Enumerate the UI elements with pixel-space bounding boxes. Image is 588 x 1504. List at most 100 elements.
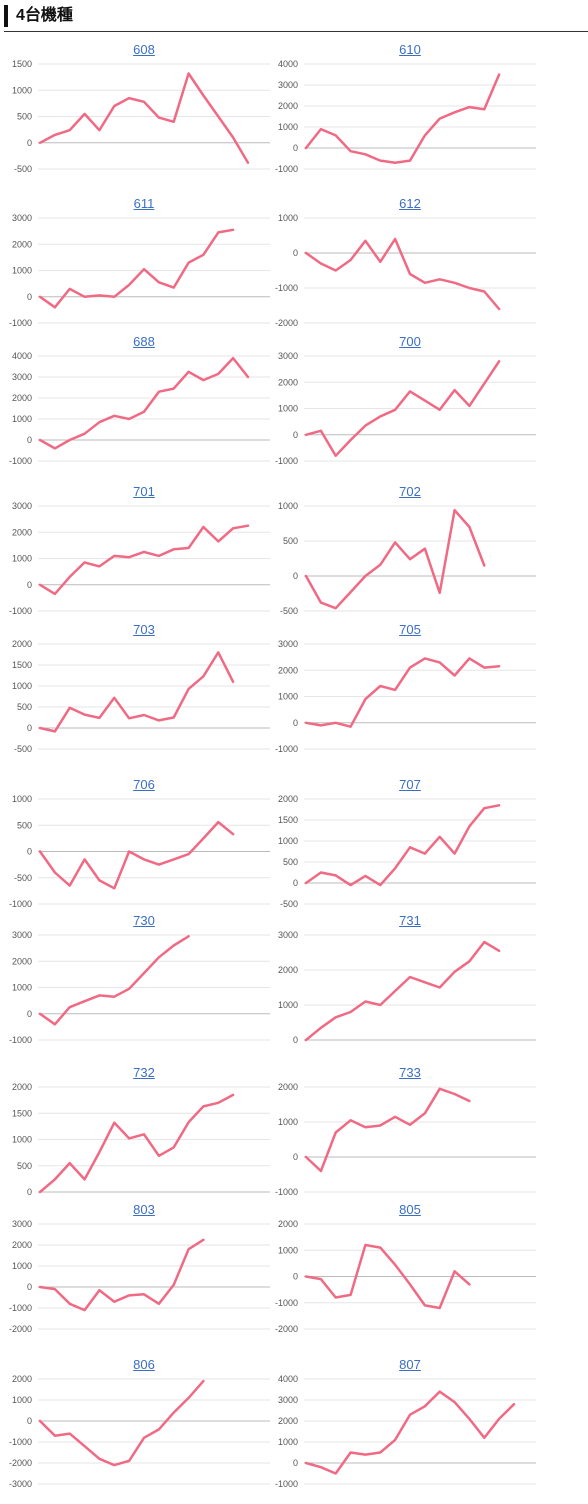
- chart-svg: -500 0 500 1000 1500 2000: [12, 639, 270, 754]
- chart-706: -1000 -500 0 500 1000 706: [4, 777, 284, 912]
- chart-612: -2000 -1000 0 1000 612: [270, 196, 550, 331]
- series-line: [38, 820, 235, 890]
- y-tick-label: 0: [293, 143, 298, 153]
- y-tick-label: 2000: [278, 1416, 298, 1426]
- y-tick-label: 500: [17, 1161, 32, 1171]
- y-tick-label: 1000: [12, 266, 32, 276]
- chart-svg: -1000 0 1000 2000 3000 4000: [275, 1374, 536, 1489]
- y-tick-label: -1000: [275, 744, 298, 754]
- header-accent-bar: [4, 5, 8, 27]
- chart-807: -1000 0 1000 2000 3000 4000 807: [270, 1357, 550, 1492]
- chart-806: -3000 -2000 -1000 0 1000 2000 806: [4, 1357, 284, 1492]
- y-tick-label: 2000: [278, 1219, 298, 1229]
- y-tick-label: 0: [293, 1035, 298, 1045]
- y-tick-label: 1000: [278, 692, 298, 702]
- y-tick-label: 2000: [12, 527, 32, 537]
- y-tick-label: 2000: [12, 956, 32, 966]
- chart-svg: -2000 -1000 0 1000: [275, 213, 536, 328]
- y-tick-label: 0: [293, 878, 298, 888]
- chart-svg: -1000 0 1000 2000 3000: [275, 351, 536, 466]
- chart-title-link[interactable]: 803: [133, 1202, 155, 1217]
- y-tick-label: 0: [293, 1272, 298, 1282]
- y-tick-label: 500: [283, 857, 298, 867]
- chart-803: -2000 -1000 0 1000 2000 3000 803: [4, 1202, 284, 1337]
- y-tick-label: 1000: [12, 794, 32, 804]
- series-line: [304, 940, 501, 1042]
- series-line: [38, 651, 235, 733]
- y-tick-label: 3000: [12, 501, 32, 511]
- y-tick-label: 2000: [278, 965, 298, 975]
- y-tick-label: 1000: [278, 404, 298, 414]
- chart-title-link[interactable]: 805: [399, 1202, 421, 1217]
- y-tick-label: 1500: [12, 59, 32, 69]
- y-tick-label: -2000: [9, 1458, 32, 1468]
- chart-title-link[interactable]: 733: [399, 1065, 421, 1080]
- chart-610: -1000 0 1000 2000 3000 4000 610: [270, 42, 550, 177]
- y-tick-label: 0: [293, 1458, 298, 1468]
- y-tick-label: -500: [14, 873, 32, 883]
- chart-703: -500 0 500 1000 1500 2000 703: [4, 622, 284, 757]
- y-tick-label: 1000: [278, 836, 298, 846]
- chart-title-link[interactable]: 688: [133, 334, 155, 349]
- y-tick-label: -1000: [9, 318, 32, 328]
- y-tick-label: 500: [283, 536, 298, 546]
- chart-title-link[interactable]: 702: [399, 484, 421, 499]
- chart-702: -500 0 500 1000 702: [270, 484, 550, 619]
- chart-svg: -500 0 500 1000 1500: [12, 59, 270, 174]
- y-tick-label: 2000: [12, 1240, 32, 1250]
- y-tick-label: -2000: [275, 318, 298, 328]
- y-tick-label: -1000: [275, 456, 298, 466]
- series-line: [38, 1093, 235, 1194]
- y-tick-label: -500: [280, 606, 298, 616]
- chart-700: -1000 0 1000 2000 3000 700: [270, 334, 550, 469]
- chart-805: -2000 -1000 0 1000 2000 805: [270, 1202, 550, 1337]
- chart-701: -1000 0 1000 2000 3000 701: [4, 484, 284, 619]
- y-tick-label: 0: [27, 1282, 32, 1292]
- chart-title-link[interactable]: 731: [399, 913, 421, 928]
- chart-title-link[interactable]: 806: [133, 1357, 155, 1372]
- chart-732: 0 500 1000 1500 2000 732: [4, 1065, 284, 1200]
- y-tick-label: 3000: [278, 80, 298, 90]
- y-tick-label: 3000: [12, 372, 32, 382]
- chart-title-link[interactable]: 701: [133, 484, 155, 499]
- chart-title-link[interactable]: 705: [399, 622, 421, 637]
- chart-title-link[interactable]: 610: [399, 42, 421, 57]
- series-line: [38, 228, 235, 309]
- y-tick-label: 4000: [278, 1374, 298, 1384]
- series-line: [304, 508, 486, 610]
- series-line: [304, 237, 501, 311]
- y-tick-label: 3000: [278, 930, 298, 940]
- series-line: [38, 72, 250, 164]
- y-tick-label: 0: [293, 248, 298, 258]
- chart-title-link[interactable]: 612: [399, 196, 421, 211]
- y-tick-label: 1000: [12, 85, 32, 95]
- chart-title-link[interactable]: 732: [133, 1065, 155, 1080]
- chart-title-link[interactable]: 706: [133, 777, 155, 792]
- y-tick-label: 1000: [12, 554, 32, 564]
- chart-svg: -500 0 500 1000 1500 2000: [278, 794, 536, 909]
- y-tick-label: -500: [14, 744, 32, 754]
- y-tick-label: 1000: [12, 1395, 32, 1405]
- series-line: [304, 1390, 516, 1475]
- y-tick-label: 500: [17, 112, 32, 122]
- chart-svg: -2000 -1000 0 1000 2000: [275, 1219, 536, 1334]
- y-tick-label: 1000: [278, 1437, 298, 1447]
- chart-title-link[interactable]: 703: [133, 622, 155, 637]
- y-tick-label: 1000: [278, 213, 298, 223]
- y-tick-label: 4000: [12, 351, 32, 361]
- header-divider: [4, 31, 588, 32]
- y-tick-label: 3000: [278, 351, 298, 361]
- chart-title-link[interactable]: 611: [133, 196, 155, 211]
- chart-title-link[interactable]: 700: [399, 334, 421, 349]
- y-tick-label: -1000: [275, 1479, 298, 1489]
- y-tick-label: 0: [27, 292, 32, 302]
- y-tick-label: 0: [27, 1187, 32, 1197]
- chart-svg: -1000 0 1000 2000 3000: [9, 213, 270, 328]
- y-tick-label: 1000: [12, 1261, 32, 1271]
- chart-title-link[interactable]: 730: [133, 913, 155, 928]
- y-tick-label: 2000: [12, 639, 32, 649]
- chart-title-link[interactable]: 707: [399, 777, 421, 792]
- chart-title-link[interactable]: 807: [399, 1357, 421, 1372]
- chart-title-link[interactable]: 608: [133, 42, 155, 57]
- y-tick-label: 3000: [12, 1219, 32, 1229]
